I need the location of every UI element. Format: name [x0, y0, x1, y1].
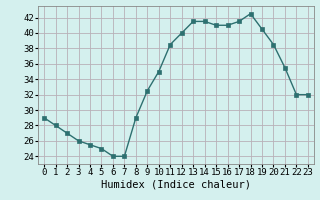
- X-axis label: Humidex (Indice chaleur): Humidex (Indice chaleur): [101, 180, 251, 190]
